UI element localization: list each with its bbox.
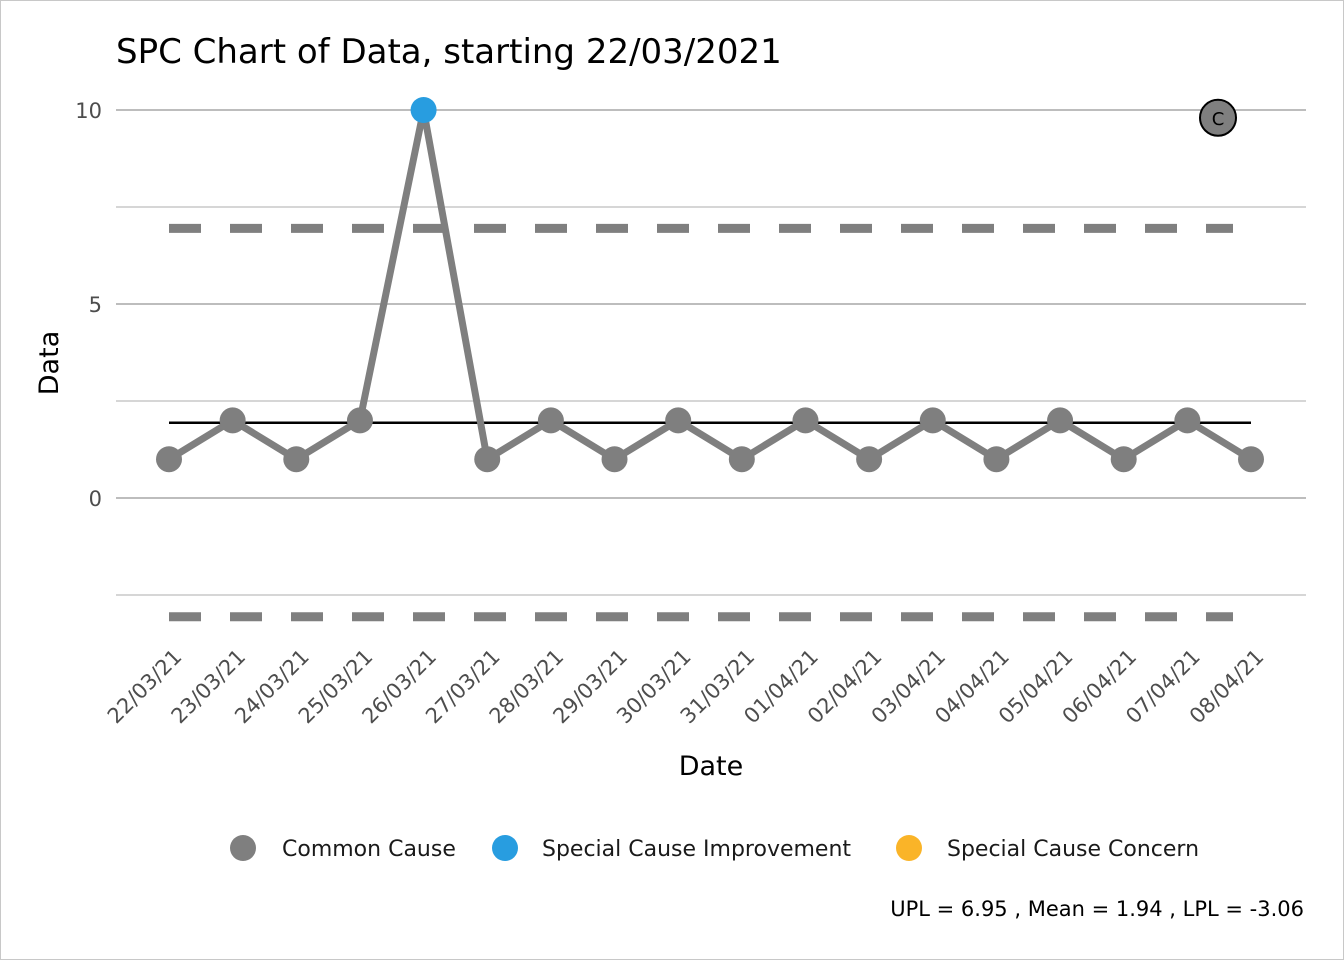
data-point bbox=[219, 407, 246, 434]
data-point bbox=[983, 446, 1010, 473]
data-point bbox=[665, 407, 692, 434]
data-point bbox=[728, 446, 755, 473]
legend-swatch-concern bbox=[896, 835, 922, 861]
y-axis-title: Data bbox=[34, 331, 65, 395]
assurance-icon-circle bbox=[1199, 98, 1237, 137]
y-tick-label: 10 bbox=[75, 99, 102, 123]
y-tick-label: 0 bbox=[89, 487, 102, 511]
data-point bbox=[156, 446, 182, 473]
data-point bbox=[537, 407, 564, 434]
data-point bbox=[474, 446, 501, 473]
data-point bbox=[1110, 446, 1137, 473]
control-limits bbox=[169, 223, 1251, 622]
legend-swatch-improvement bbox=[492, 835, 518, 861]
x-tick-labels: 22/03/2123/03/2124/03/2125/03/2126/03/21… bbox=[103, 645, 1269, 729]
data-point bbox=[346, 407, 373, 434]
limits-caption: UPL = 6.95 , Mean = 1.94 , LPL = -3.06 bbox=[890, 897, 1304, 921]
assurance-icon-label: C bbox=[1212, 109, 1225, 130]
legend-label-common: Common Cause bbox=[282, 837, 456, 862]
assurance-icon: C bbox=[1199, 98, 1237, 137]
data-point bbox=[283, 446, 310, 473]
data-point bbox=[1174, 407, 1201, 434]
legend-label-improvement: Special Cause Improvement bbox=[542, 837, 851, 862]
data-point bbox=[601, 446, 628, 473]
chart-title: SPC Chart of Data, starting 22/03/2021 bbox=[116, 32, 782, 72]
data-series bbox=[167, 106, 1253, 463]
x-axis-title: Date bbox=[679, 751, 744, 782]
data-point bbox=[1238, 446, 1264, 473]
data-point bbox=[410, 97, 437, 123]
legend-swatch-common bbox=[230, 835, 256, 861]
data-points bbox=[156, 97, 1264, 473]
grid-lines bbox=[116, 109, 1306, 596]
data-point bbox=[1047, 407, 1074, 434]
data-point bbox=[792, 407, 819, 434]
legend: Common Cause Special Cause Improvement Spe… bbox=[230, 835, 1199, 862]
y-tick-labels: 0 5 10 bbox=[75, 99, 102, 511]
y-tick-label: 5 bbox=[89, 293, 102, 317]
data-point bbox=[856, 446, 883, 473]
legend-label-concern: Special Cause Concern bbox=[947, 837, 1199, 862]
series-line bbox=[167, 106, 1253, 463]
data-point bbox=[919, 407, 946, 434]
